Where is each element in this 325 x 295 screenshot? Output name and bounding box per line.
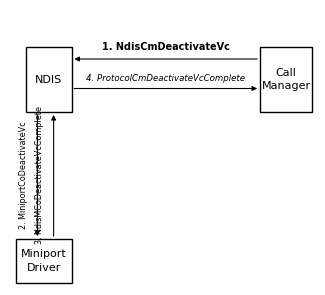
Bar <box>260 47 312 112</box>
Bar <box>26 47 72 112</box>
Text: Miniport
Driver: Miniport Driver <box>21 250 67 273</box>
Text: 4. ProtocolCmDeactivateVcComplete: 4. ProtocolCmDeactivateVcComplete <box>86 74 245 83</box>
Text: 1. NdisCmDeactivateVc: 1. NdisCmDeactivateVc <box>102 42 230 52</box>
Text: NDIS: NDIS <box>35 75 62 85</box>
Bar <box>16 239 72 283</box>
Text: 2. MiniportCoDeactivateVc: 2. MiniportCoDeactivateVc <box>19 122 28 229</box>
Text: 3. NdisMCoDeactivateVcComplete: 3. NdisMCoDeactivateVcComplete <box>35 106 44 245</box>
Text: Call
Manager: Call Manager <box>261 68 311 91</box>
